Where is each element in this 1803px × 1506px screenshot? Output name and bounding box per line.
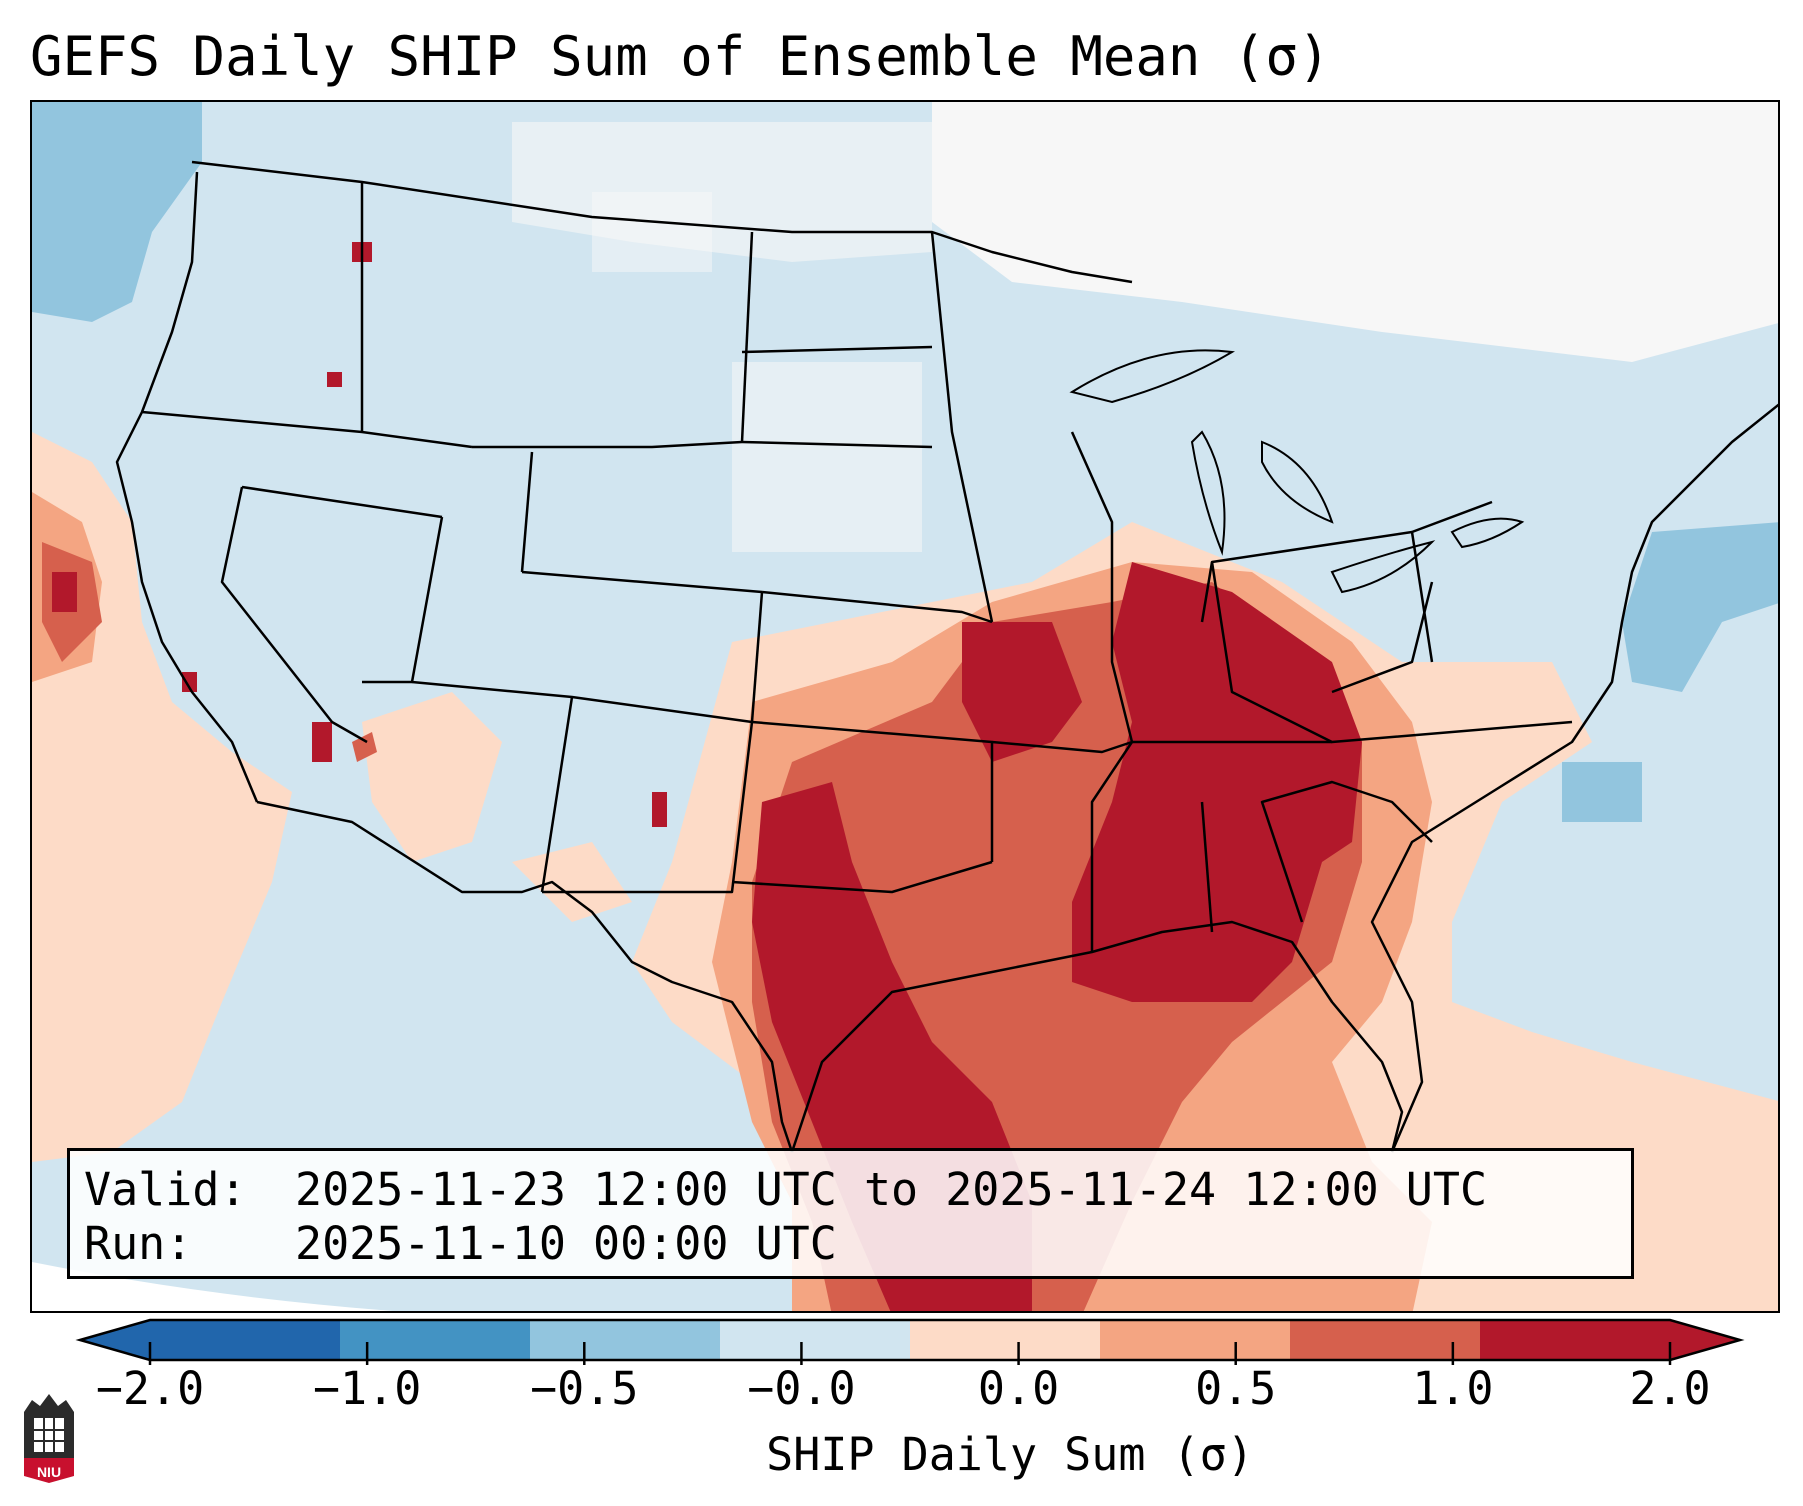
colorbar-tick-label: −0.5: [530, 1362, 639, 1415]
colorbar-tick-label: 0.5: [1195, 1362, 1277, 1415]
logo-text: NIU: [36, 1464, 62, 1480]
negative-anomaly-patches: [32, 102, 1778, 1262]
university-seal-icon: [24, 1394, 74, 1483]
map-panel: [30, 100, 1780, 1313]
run-key: Run:: [84, 1217, 193, 1270]
run-line: Run: 2025-11-10 00:00 UTC: [84, 1217, 1631, 1271]
chart-title: GEFS Daily SHIP Sum of Ensemble Mean (σ): [30, 25, 1331, 88]
valid-key: Valid:: [84, 1163, 247, 1216]
valid-line: Valid: 2025-11-23 12:00 UTC to 2025-11-2…: [84, 1163, 1631, 1217]
niu-logo: NIU: [20, 1392, 78, 1484]
colorbar-tick-label: −0.0: [747, 1362, 856, 1415]
state-boundaries: [115, 160, 1778, 1153]
colorbar: [75, 1318, 1745, 1365]
great-lakes: [1069, 349, 1525, 594]
colorbar-segment: [340, 1320, 531, 1360]
anomaly-map: [32, 102, 1778, 1311]
colorbar-tick-label: 1.0: [1412, 1362, 1494, 1415]
colorbar-extend-low: [80, 1320, 150, 1360]
very-strong-positive-anomaly: [52, 242, 1362, 1311]
colorbar-segment: [1290, 1320, 1481, 1360]
colorbar-ticks: [148, 1342, 1672, 1365]
colorbar-tick-label: 0.0: [977, 1362, 1060, 1415]
colorbar-segment: [530, 1320, 721, 1360]
colorbar-tick-label: −2.0: [95, 1362, 205, 1415]
colorbar-segment: [720, 1320, 911, 1360]
colorbar-tick-label: 2.0: [1629, 1362, 1711, 1415]
colorbar-segment: [1480, 1320, 1671, 1360]
colorbar-extend-high: [1670, 1320, 1740, 1360]
colorbar-segment: [910, 1320, 1101, 1360]
run-value: 2025-11-10 00:00 UTC: [295, 1217, 837, 1270]
near-zero-patches: [512, 102, 1778, 552]
colorbar-segment: [1100, 1320, 1291, 1360]
colorbar-segment: [150, 1320, 341, 1360]
valid-run-info-box: Valid: 2025-11-23 12:00 UTC to 2025-11-2…: [67, 1148, 1634, 1279]
out-of-domain-sw: [32, 1262, 394, 1311]
colorbar-title: SHIP Daily Sum (σ): [766, 1428, 1254, 1481]
colorbar-segments: [75, 1318, 1745, 1362]
colorbar-tick-label: −1.0: [312, 1362, 422, 1415]
valid-value: 2025-11-23 12:00 UTC to 2025-11-24 12:00…: [295, 1163, 1488, 1216]
